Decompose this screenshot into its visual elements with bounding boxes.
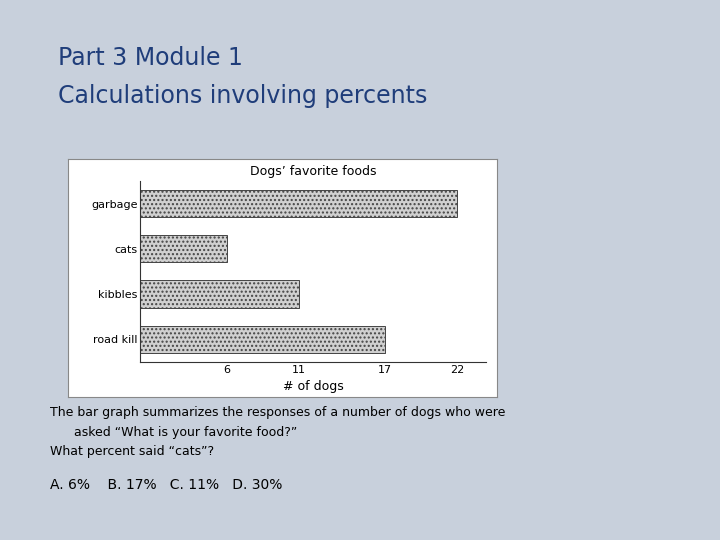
Text: asked “What is your favorite food?”: asked “What is your favorite food?”: [50, 426, 297, 438]
Text: A. 6%    B. 17%   C. 11%   D. 30%: A. 6% B. 17% C. 11% D. 30%: [50, 478, 283, 492]
X-axis label: # of dogs: # of dogs: [283, 380, 343, 393]
Text: Part 3 Module 1: Part 3 Module 1: [58, 46, 243, 70]
Text: What percent said “cats”?: What percent said “cats”?: [50, 446, 215, 458]
Text: Calculations involving percents: Calculations involving percents: [58, 84, 427, 107]
Text: The bar graph summarizes the responses of a number of dogs who were: The bar graph summarizes the responses o…: [50, 406, 505, 419]
Bar: [140, 235, 227, 262]
Bar: [140, 280, 299, 307]
Title: Dogs’ favorite foods: Dogs’ favorite foods: [250, 165, 377, 178]
Bar: [140, 190, 457, 217]
Bar: [140, 326, 385, 353]
